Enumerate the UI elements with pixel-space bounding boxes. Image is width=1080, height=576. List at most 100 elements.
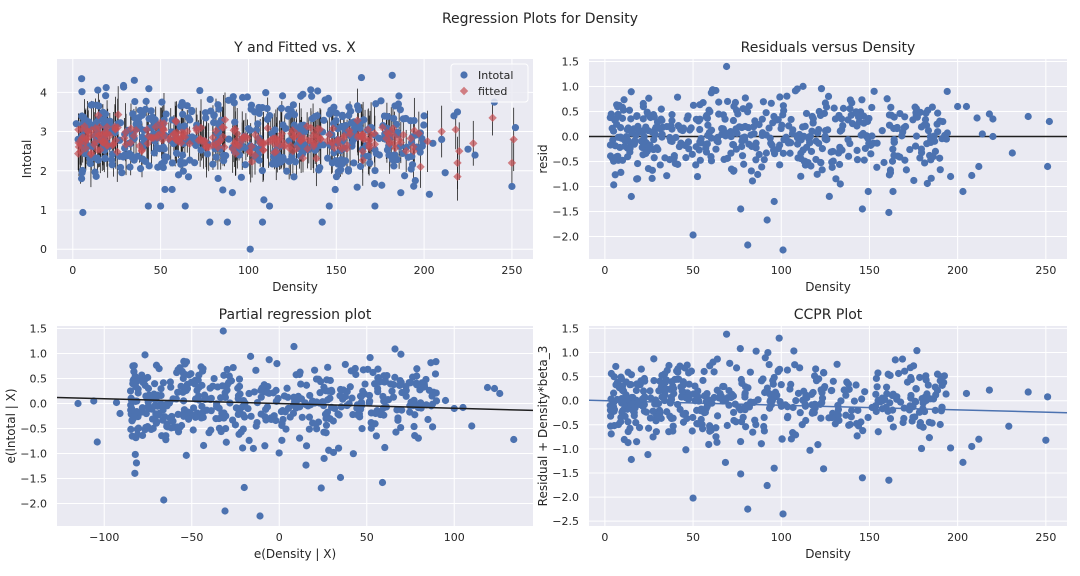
data-point [837, 115, 846, 123]
fitted-point [259, 140, 268, 149]
data-point [828, 158, 836, 166]
data-point [398, 388, 406, 397]
data-point [801, 400, 809, 408]
data-point [650, 154, 658, 162]
fitted-point [306, 123, 316, 133]
data-point [209, 160, 217, 168]
data-point [707, 157, 716, 165]
data-point [674, 368, 682, 376]
x-axis-label: Density [805, 280, 851, 294]
data-point [290, 342, 298, 351]
data-point [365, 391, 374, 400]
data-point [774, 145, 782, 153]
fitted-point [202, 141, 211, 151]
data-point [770, 464, 778, 472]
x-tick-label: 0 [601, 531, 608, 544]
data-point [302, 461, 310, 469]
subplot-title: Residuals versus Density [741, 40, 916, 56]
data-point [234, 410, 242, 419]
y-tick-label: 1.0 [562, 81, 580, 94]
fitted-point [96, 135, 106, 145]
data-point [265, 389, 273, 397]
data-point [946, 172, 955, 181]
data-point [928, 419, 936, 427]
data-point [698, 425, 707, 433]
data-point [652, 428, 660, 436]
data-point [890, 135, 898, 144]
data-point [670, 152, 678, 160]
data-point [798, 123, 807, 131]
data-point [406, 117, 415, 125]
fitted-point [152, 133, 162, 142]
data-point [154, 163, 162, 171]
data-point [989, 115, 997, 123]
data-point [910, 176, 918, 185]
data-point [919, 399, 927, 407]
data-point [686, 126, 694, 134]
data-point [102, 92, 110, 100]
data-point [628, 129, 636, 137]
data-point [141, 351, 149, 359]
data-point [207, 407, 215, 415]
data-point [738, 152, 747, 160]
data-point [610, 373, 618, 381]
fitted-point [87, 148, 96, 158]
plot-marks [57, 327, 533, 520]
data-point [238, 93, 247, 102]
data-point [136, 165, 145, 173]
data-point [799, 82, 807, 90]
data-point [145, 85, 153, 93]
data-point [617, 168, 625, 177]
legend-marker-circle [460, 71, 468, 79]
data-point [704, 131, 712, 140]
data-point [676, 362, 684, 370]
data-point [617, 373, 625, 381]
data-point [391, 345, 399, 353]
fitted-point [271, 134, 281, 143]
data-point [719, 382, 727, 391]
data-point [842, 391, 850, 399]
data-point [255, 156, 263, 164]
fitted-point [247, 157, 257, 166]
data-point [835, 160, 844, 169]
data-point [889, 145, 897, 153]
data-point [679, 126, 687, 135]
data-point [1005, 422, 1013, 430]
data-point [911, 397, 919, 405]
data-point [174, 388, 182, 396]
data-point [221, 507, 229, 515]
data-point [369, 368, 377, 377]
fitted-point [299, 133, 309, 143]
data-point [939, 117, 947, 126]
data-point [797, 154, 805, 163]
data-point [885, 208, 893, 217]
y-tick-label: 1.5 [562, 56, 580, 69]
fitted-point [399, 130, 408, 140]
data-point [643, 147, 652, 155]
x-tick-label: 250 [1035, 264, 1056, 277]
y-tick-label: 4 [40, 86, 47, 99]
data-point [235, 375, 244, 383]
data-point [893, 124, 901, 133]
data-point [247, 412, 255, 420]
data-point [934, 128, 942, 136]
data-point [151, 380, 159, 388]
data-point [228, 416, 237, 424]
data-point [428, 423, 437, 431]
data-point [372, 100, 380, 108]
data-point [761, 388, 769, 397]
data-point [202, 114, 210, 122]
data-point [193, 386, 201, 395]
plot-area [589, 326, 1067, 526]
data-point [223, 218, 231, 226]
fitted-point [339, 133, 348, 143]
data-point [778, 435, 786, 443]
data-point [846, 96, 854, 104]
data-point [265, 202, 274, 210]
y-tick-label: −0.5 [20, 423, 47, 436]
data-point [757, 440, 765, 448]
data-point [366, 159, 374, 167]
data-point [464, 145, 472, 153]
data-point [876, 398, 885, 406]
data-point [132, 397, 140, 405]
